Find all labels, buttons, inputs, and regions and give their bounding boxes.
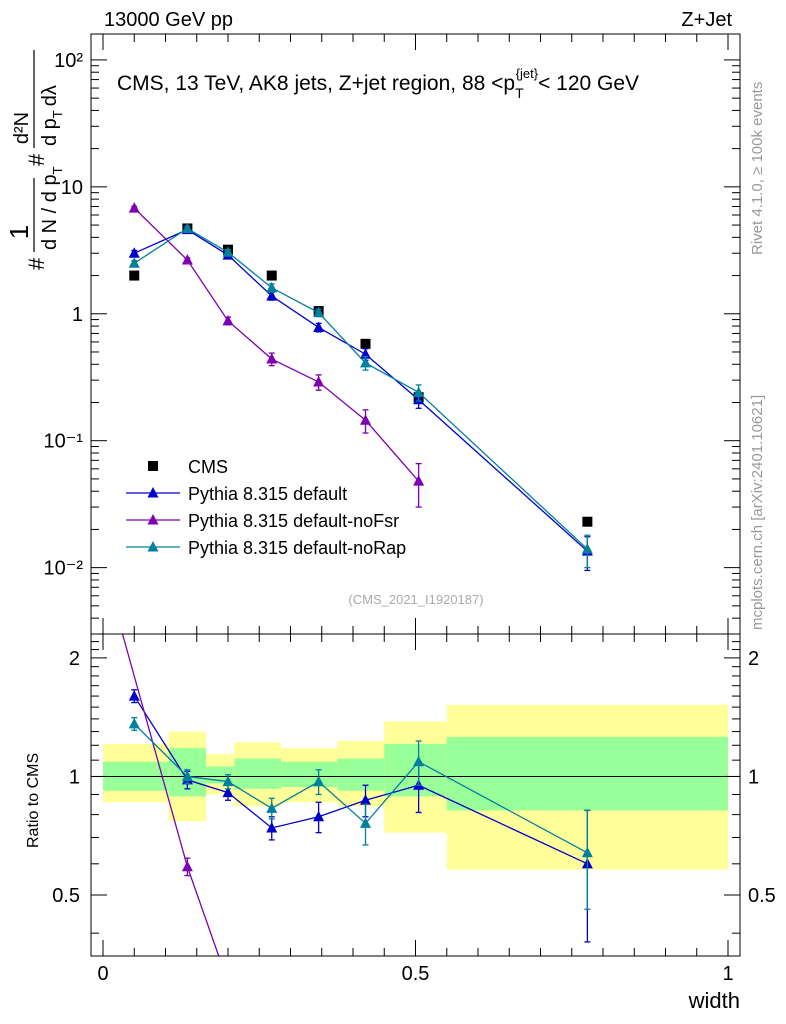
y-tick-label: 10⁻¹ [44, 431, 84, 453]
series-line [133, 723, 588, 854]
marker-point [181, 254, 193, 265]
marker-point [128, 717, 140, 729]
series-noRap [128, 222, 593, 569]
marker-point [222, 314, 234, 326]
marker-point [181, 222, 193, 233]
legend-entry-noRap: Pythia 8.315 default-noRap [126, 538, 406, 558]
marker-point [222, 786, 234, 798]
rivet-label: Rivet 4.1.0, ≥ 100k events [749, 82, 766, 255]
uncertainty-bands [103, 704, 728, 870]
mcplots-label: mcplots.cern.ch [arXiv:2401.10621] [749, 395, 766, 630]
band-green [446, 736, 728, 811]
data-point [266, 270, 277, 281]
series-noRap [128, 717, 593, 910]
x-tick-label: 1 [722, 963, 733, 985]
marker-point [181, 860, 193, 872]
svg-text:#: # [24, 257, 49, 270]
ratio-tick-label-left: 1 [69, 766, 80, 788]
legend-label: Pythia 8.315 default [188, 484, 347, 504]
data-point [129, 270, 140, 281]
marker-point [313, 321, 325, 332]
series-line [133, 695, 588, 865]
marker-point [222, 246, 234, 257]
marker-point [413, 755, 425, 767]
svg-text:#: # [24, 153, 49, 166]
svg-text:d²N: d²N [11, 112, 33, 144]
marker-point [128, 202, 140, 213]
axis-tick-labels: 10⁻² 10⁻¹ 1 10 10² 0.5 0.5 1 1 2 2 0 0.5 1 [44, 50, 776, 985]
series-line [133, 207, 420, 482]
x-tick-label: 0 [97, 963, 108, 985]
ratio-tick-label-right: 2 [748, 648, 759, 670]
marker-point [413, 475, 425, 486]
ratio-tick-label-right: 0.5 [748, 885, 776, 907]
marker-point [581, 846, 593, 858]
marker-point [581, 543, 593, 554]
x-tick-label: 0.5 [402, 963, 430, 985]
legend-label: CMS [188, 457, 228, 477]
marker-point [128, 257, 140, 268]
marker-point [313, 376, 325, 387]
legend-entry-noFsr: Pythia 8.315 default-noFsr [126, 511, 399, 531]
legend-marker [147, 487, 159, 498]
series-data [129, 223, 593, 527]
marker-point [313, 306, 325, 318]
legend-entry-data: CMS [148, 457, 228, 477]
marker-point [266, 281, 278, 293]
marker-point [360, 817, 371, 828]
main-ylabel: # 1 d N / d pT # d²N d pTdλ [4, 50, 65, 270]
ratio-series-layer [121, 634, 593, 956]
marker-point [313, 810, 325, 822]
ratio-tick-label-right: 1 [748, 766, 759, 788]
marker-point [360, 356, 371, 368]
x-axis-label: width [688, 988, 740, 1013]
marker-point [313, 775, 325, 787]
band-green [281, 761, 338, 788]
marker-point [413, 386, 425, 397]
ratio-ylabel: Ratio to CMS [25, 753, 42, 848]
series-line [133, 228, 588, 552]
legend-marker [148, 461, 158, 471]
marker-point [128, 247, 140, 258]
series-noFsr [128, 202, 425, 508]
svg-text:1: 1 [4, 225, 34, 239]
svg-text:d pTdλ: d pTdλ [39, 85, 65, 146]
header-right: Z+Jet [681, 9, 732, 31]
axis-ticks [91, 34, 740, 956]
marker-point [222, 775, 234, 787]
data-point [360, 338, 371, 349]
series-noFsr [121, 634, 220, 956]
legend: CMS Pythia 8.315 default Pythia 8.315 defa… [126, 457, 406, 558]
y-tick-label: 10² [54, 50, 83, 72]
ratio-tick-label-left: 0.5 [52, 885, 80, 907]
marker-point [266, 821, 278, 833]
band-green [234, 758, 282, 789]
ratio-tick-label-left: 2 [69, 648, 80, 670]
y-tick-label: 1 [72, 304, 83, 326]
svg-text:d N / d pT: d N / d pT [39, 166, 65, 250]
marker-point [181, 770, 193, 781]
legend-marker [147, 514, 159, 525]
legend-entry-default: Pythia 8.315 default [126, 484, 347, 504]
marker-point [360, 794, 371, 805]
series-line [133, 227, 588, 550]
marker-point [128, 690, 140, 701]
analysis-tag: (CMS_2021_I1920187) [348, 592, 483, 607]
marker-point [266, 290, 278, 301]
y-tick-label: 10⁻² [44, 558, 84, 580]
chart-title: CMS, 13 TeV, AK8 jets, Z+jet region, 88 … [117, 66, 639, 101]
marker-point [266, 353, 278, 364]
main-series-layer [128, 202, 593, 572]
legend-label: Pythia 8.315 default-noRap [188, 538, 406, 558]
marker-point [360, 414, 371, 425]
data-point [582, 516, 593, 527]
legend-label: Pythia 8.315 default-noFsr [188, 511, 399, 531]
legend-marker [147, 541, 159, 552]
band-green [337, 758, 385, 791]
header-left: 13000 GeV pp [104, 9, 233, 31]
y-tick-label: 10 [61, 177, 83, 199]
marker-point [266, 802, 278, 813]
